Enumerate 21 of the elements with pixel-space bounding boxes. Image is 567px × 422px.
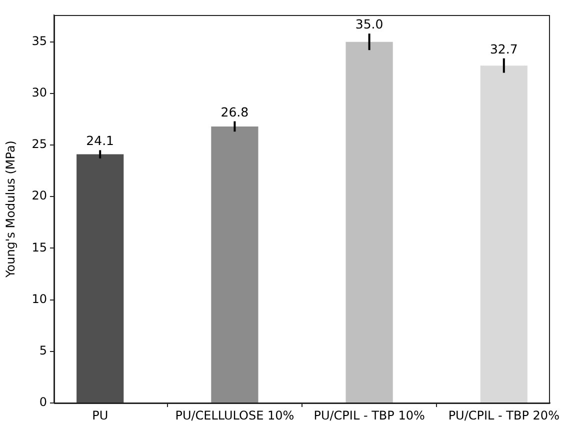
bar bbox=[211, 126, 258, 402]
x-tick-label: PU/CPIL - TBP 20% bbox=[448, 408, 560, 422]
bar bbox=[346, 42, 393, 402]
y-tick-label: 20 bbox=[32, 188, 47, 203]
data-label: 26.8 bbox=[220, 104, 249, 120]
y-tick-label: 25 bbox=[32, 137, 47, 152]
x-tick-label: PU/CELLULOSE 10% bbox=[175, 408, 294, 422]
y-tick-label: 0 bbox=[39, 395, 47, 410]
data-label: 32.7 bbox=[490, 41, 518, 56]
data-label: 35.0 bbox=[355, 16, 384, 32]
data-label: 24.1 bbox=[86, 133, 114, 148]
y-tick-label: 30 bbox=[32, 86, 47, 100]
y-axis-title: Young's Modulus (MPa) bbox=[3, 140, 18, 278]
y-tick-label: 10 bbox=[32, 292, 47, 306]
bar bbox=[480, 66, 528, 402]
y-tick-label: 15 bbox=[32, 240, 47, 254]
x-tick-label: PU/CPIL - TBP 10% bbox=[314, 408, 425, 422]
x-tick-label: PU bbox=[92, 408, 108, 422]
y-tick-label: 35 bbox=[32, 34, 47, 48]
bar bbox=[76, 154, 124, 402]
y-tick-label: 5 bbox=[39, 344, 47, 358]
